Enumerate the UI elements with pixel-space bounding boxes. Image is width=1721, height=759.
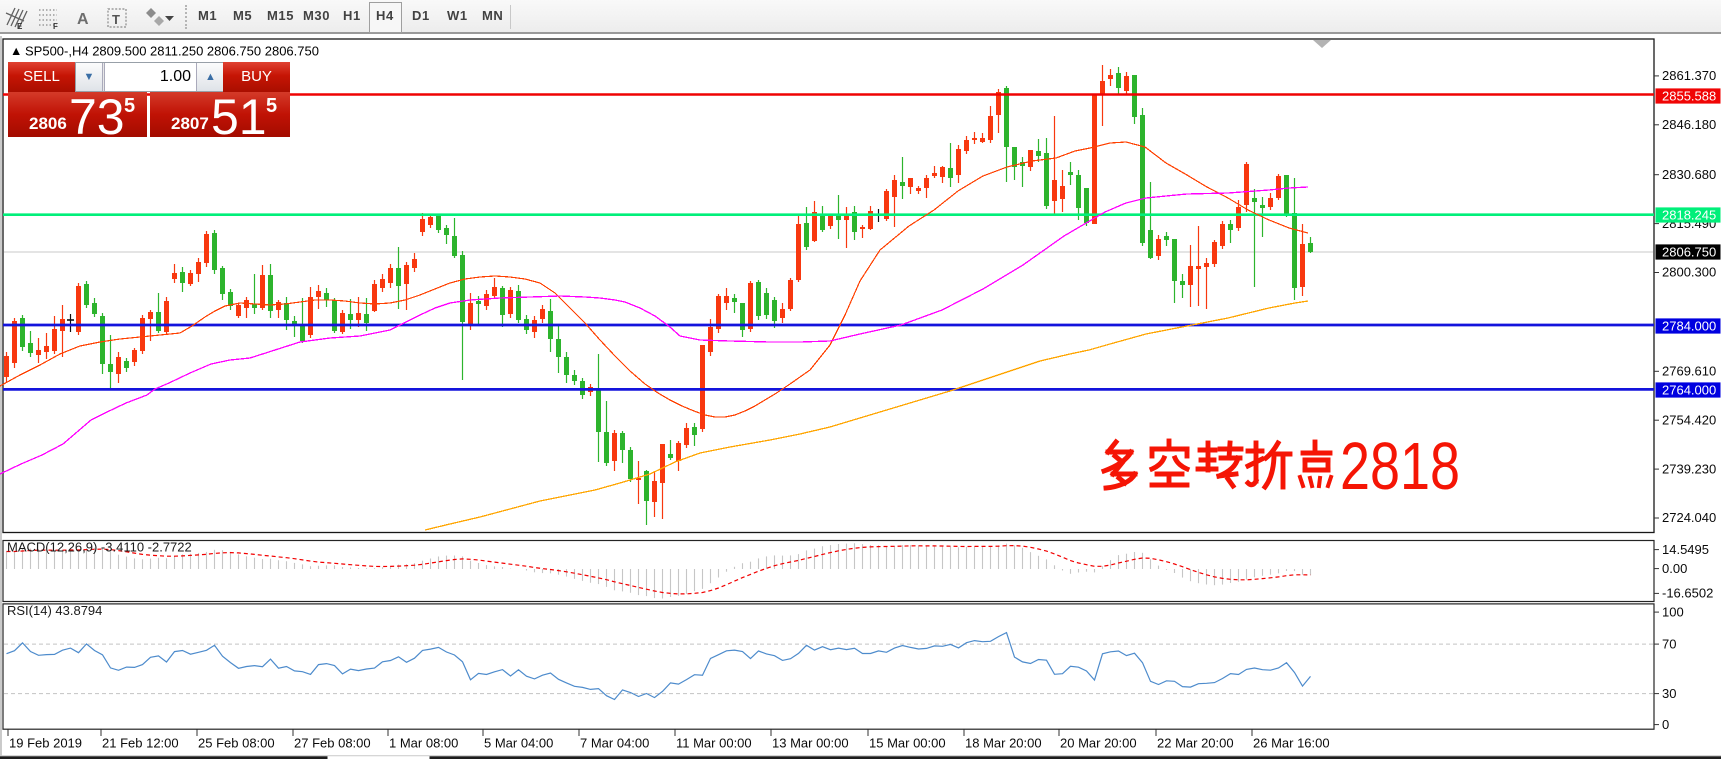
svg-text:20 Mar 20:00: 20 Mar 20:00 bbox=[1060, 736, 1137, 751]
svg-text:7 Mar 04:00: 7 Mar 04:00 bbox=[580, 736, 649, 751]
svg-text:18 Mar 20:00: 18 Mar 20:00 bbox=[965, 736, 1042, 751]
svg-text:2724.040: 2724.040 bbox=[1662, 510, 1716, 525]
svg-text:0.00: 0.00 bbox=[1662, 561, 1687, 576]
svg-text:2764.000: 2764.000 bbox=[1662, 382, 1716, 397]
svg-text:2739.230: 2739.230 bbox=[1662, 461, 1716, 476]
svg-text:T: T bbox=[112, 12, 120, 27]
svg-text:21 Feb 12:00: 21 Feb 12:00 bbox=[102, 736, 179, 751]
svg-text:SP500-,H4 2809.500 2811.250 2: SP500-,H4 2809.500 2811.250 2806.750 280… bbox=[25, 44, 319, 59]
svg-text:100: 100 bbox=[1662, 604, 1684, 619]
svg-text:2830.680: 2830.680 bbox=[1662, 167, 1716, 182]
svg-text:30: 30 bbox=[1662, 686, 1676, 701]
svg-text:2818: 2818 bbox=[1340, 429, 1460, 504]
svg-text:2784.000: 2784.000 bbox=[1662, 318, 1716, 333]
svg-text:2800.300: 2800.300 bbox=[1662, 265, 1716, 280]
svg-text:2846.180: 2846.180 bbox=[1662, 117, 1716, 132]
svg-text:2806.750: 2806.750 bbox=[1662, 244, 1716, 259]
svg-text:F: F bbox=[53, 22, 58, 31]
svg-text:13 Mar 00:00: 13 Mar 00:00 bbox=[772, 736, 849, 751]
svg-text:1 Mar 08:00: 1 Mar 08:00 bbox=[389, 736, 458, 751]
svg-text:5 Mar 04:00: 5 Mar 04:00 bbox=[484, 736, 553, 751]
svg-text:27 Feb 08:00: 27 Feb 08:00 bbox=[294, 736, 371, 751]
svg-text:MACD(12,26,9) -3.4110 -2.7722: MACD(12,26,9) -3.4110 -2.7722 bbox=[7, 540, 192, 555]
svg-text:E: E bbox=[17, 22, 23, 31]
svg-text:15 Mar 00:00: 15 Mar 00:00 bbox=[869, 736, 946, 751]
svg-text:19 Feb 2019: 19 Feb 2019 bbox=[9, 736, 82, 751]
svg-text:-16.6502: -16.6502 bbox=[1662, 586, 1713, 601]
svg-text:2855.588: 2855.588 bbox=[1662, 88, 1716, 103]
svg-text:2769.610: 2769.610 bbox=[1662, 364, 1716, 379]
svg-text:0: 0 bbox=[1662, 717, 1669, 732]
svg-text:70: 70 bbox=[1662, 636, 1676, 651]
svg-text:RSI(14) 43.8794: RSI(14) 43.8794 bbox=[7, 603, 102, 618]
svg-text:11 Mar 00:00: 11 Mar 00:00 bbox=[676, 736, 752, 751]
svg-text:A: A bbox=[77, 11, 89, 28]
svg-text:26 Mar 16:00: 26 Mar 16:00 bbox=[1253, 736, 1330, 751]
svg-text:14.5495: 14.5495 bbox=[1662, 542, 1709, 557]
svg-text:▲: ▲ bbox=[10, 44, 22, 58]
svg-text:2754.420: 2754.420 bbox=[1662, 412, 1716, 427]
svg-text:2818.245: 2818.245 bbox=[1662, 207, 1716, 222]
svg-text:2861.370: 2861.370 bbox=[1662, 68, 1716, 83]
svg-text:25 Feb 08:00: 25 Feb 08:00 bbox=[198, 736, 275, 751]
svg-text:22 Mar 20:00: 22 Mar 20:00 bbox=[1157, 736, 1234, 751]
